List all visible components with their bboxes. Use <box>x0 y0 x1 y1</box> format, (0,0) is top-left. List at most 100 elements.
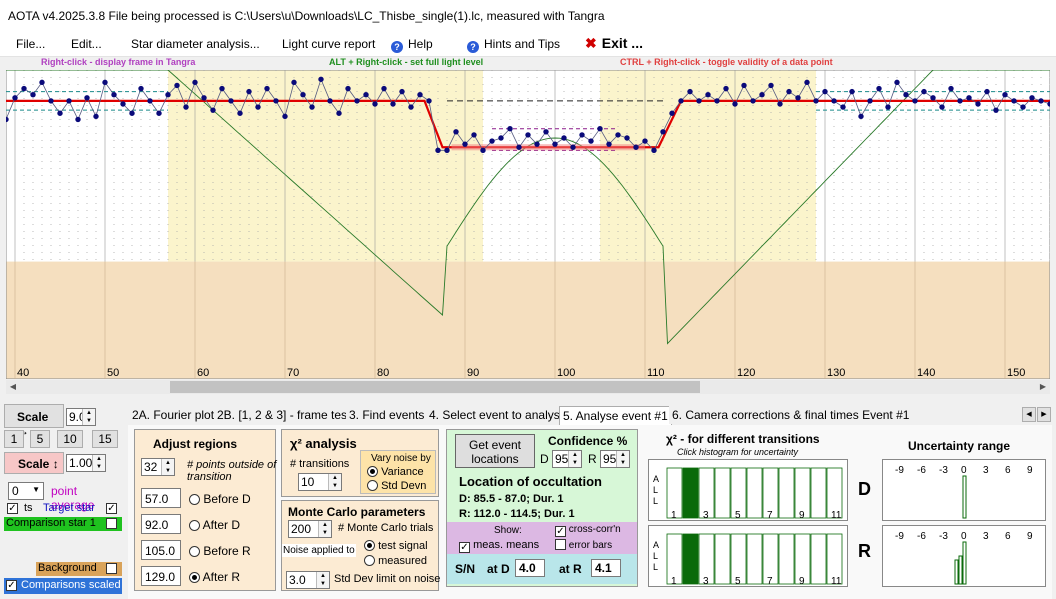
menu-light-curve-report[interactable]: Light curve report <box>282 37 376 51</box>
data-point <box>237 110 243 116</box>
spinner-arrows-icon[interactable]: ▲ ▼ <box>318 521 331 537</box>
scale-v-input[interactable]: 1.00 ▲ ▼ <box>66 454 106 472</box>
scale-h-input[interactable]: 9.0 ▲ ▼ <box>66 408 96 426</box>
uncertainty-r: -9 -6 -3 0 3 6 9 <box>882 525 1046 587</box>
background-row: Background <box>36 562 122 576</box>
confidence-d-input[interactable]: 95 ▲ ▼ <box>552 450 582 468</box>
menu-star-diameter[interactable]: Star diameter analysis... <box>131 37 260 51</box>
data-point <box>948 85 954 92</box>
menu-help[interactable]: ? Help <box>391 37 433 53</box>
data-point <box>903 92 909 98</box>
spinner-arrows-icon[interactable]: ▲ ▼ <box>92 455 105 471</box>
menu-hints[interactable]: ? Hints and Tips <box>467 37 560 53</box>
data-point <box>111 92 117 98</box>
comparison-star-row: Comparison star 1 <box>4 517 122 531</box>
before-d-input[interactable]: 57.0 <box>141 488 181 508</box>
scale-button-1[interactable]: 1 <box>4 430 24 448</box>
after-d-radio-row[interactable]: After D <box>189 518 240 532</box>
spinner-arrows-icon[interactable]: ▲ ▼ <box>616 451 629 467</box>
scale-button-10[interactable]: 10 <box>57 430 83 448</box>
after-d-input[interactable]: 92.0 <box>141 514 181 534</box>
std-dev-limit-input[interactable]: 3.0 ▲ ▼ <box>286 571 330 589</box>
cross-corr-row[interactable]: ✓ cross-corr'n <box>555 524 621 537</box>
scroll-left-icon[interactable]: ◀ <box>9 382 17 391</box>
background-checkbox[interactable] <box>106 563 117 574</box>
data-point <box>651 147 657 154</box>
variance-radio-row[interactable]: Variance <box>367 466 424 478</box>
std-dev-limit-value: 3.0 <box>289 573 306 587</box>
before-r-radio[interactable] <box>189 546 200 557</box>
measured-radio-row[interactable]: measured <box>364 555 427 567</box>
target-star-checkbox[interactable]: ✓ <box>106 503 117 514</box>
tab-find-events[interactable]: 3. Find events <box>346 406 428 424</box>
comparisons-scaled-checkbox[interactable]: ✓ <box>6 580 17 591</box>
before-r-input[interactable]: 105.0 <box>141 540 181 560</box>
data-point <box>543 129 549 135</box>
before-d-radio-row[interactable]: Before D <box>189 492 251 506</box>
cross-corr-checkbox[interactable]: ✓ <box>555 526 566 537</box>
before-d-radio[interactable] <box>189 494 200 505</box>
light-curve-chart[interactable]: 40 50 60 70 80 90 100 110 120 130 140 150 <box>3 69 1053 380</box>
histogram-tick-label: 11 <box>831 576 842 586</box>
scroll-thumb[interactable] <box>170 381 700 393</box>
test-signal-radio[interactable] <box>364 540 375 551</box>
std-devn-radio-row[interactable]: Std Devn <box>367 480 426 492</box>
spinner-arrows-icon[interactable]: ▲ ▼ <box>328 474 341 490</box>
show-label: Show: <box>494 525 522 536</box>
spinner-arrows-icon[interactable]: ▲ ▼ <box>161 459 174 475</box>
error-bars-row[interactable]: error bars <box>555 539 612 551</box>
spinner-arrows-icon[interactable]: ▲ ▼ <box>568 451 581 467</box>
chi2-histogram-r[interactable]: A L L 1 3 5 7 9 11 <box>648 525 848 587</box>
data-point <box>291 79 297 86</box>
point-average-select[interactable]: 0 ▼ <box>8 482 44 500</box>
std-devn-radio[interactable] <box>367 480 378 491</box>
menu-edit[interactable]: Edit... <box>71 37 102 51</box>
light-curve-plot[interactable]: 40 50 60 70 80 90 100 110 120 130 140 150 <box>3 69 1053 380</box>
scale-button-5[interactable]: 5 <box>30 430 50 448</box>
meas-means-row[interactable]: ✓ meas. means <box>459 539 539 553</box>
before-r-radio-row[interactable]: Before R <box>189 544 251 558</box>
get-event-locations-button[interactable]: Get event locations <box>455 434 535 468</box>
scale-button-15[interactable]: 15 <box>92 430 118 448</box>
tab-camera-corrections[interactable]: 6. Camera corrections & final times Even… <box>669 406 913 424</box>
data-point <box>1038 98 1044 104</box>
after-r-radio-row[interactable]: After R <box>189 570 240 584</box>
variance-radio[interactable] <box>367 466 378 477</box>
after-d-radio[interactable] <box>189 520 200 531</box>
data-point <box>327 98 333 104</box>
spinner-arrows-icon[interactable]: ▲ ▼ <box>82 409 95 425</box>
confidence-r-input[interactable]: 95 ▲ ▼ <box>600 450 630 468</box>
histogram-bar <box>794 533 811 585</box>
transitions-input[interactable]: 10 ▲ ▼ <box>298 473 342 491</box>
scroll-right-icon[interactable]: ▶ <box>1039 382 1047 391</box>
meas-means-checkbox[interactable]: ✓ <box>459 542 470 553</box>
tab-fourier[interactable]: 2A. Fourier plot <box>129 406 218 424</box>
tab-select-event[interactable]: 4. Select event to analyse <box>426 406 570 424</box>
data-point <box>624 135 630 141</box>
spinner-arrows-icon[interactable]: ▲ ▼ <box>316 572 329 588</box>
menu-file[interactable]: File... <box>16 37 46 51</box>
chi2-histogram-d[interactable]: A L L 1 3 5 7 9 11 <box>648 459 848 521</box>
after-d-label: After D <box>202 518 241 532</box>
pts-checkbox[interactable]: ✓ <box>7 503 18 514</box>
error-bars-checkbox[interactable] <box>555 539 566 550</box>
histogram-bar <box>778 467 795 519</box>
plot-scrollbar[interactable]: ◀ ▶ <box>6 380 1050 394</box>
histogram-bar <box>698 533 715 585</box>
points-outside-input[interactable]: 32 ▲ ▼ <box>141 458 175 476</box>
test-signal-radio-row[interactable]: test signal <box>364 540 428 552</box>
tab-scroll-right-icon[interactable]: ▶ <box>1037 407 1051 422</box>
data-point <box>921 88 927 95</box>
measured-radio[interactable] <box>364 555 375 566</box>
after-r-input[interactable]: 129.0 <box>141 566 181 586</box>
tab-analyse-event[interactable]: 5. Analyse event #1 <box>559 406 672 425</box>
points-outside-label: # points outside of transition <box>187 459 277 483</box>
tab-scroll-left-icon[interactable]: ◀ <box>1022 407 1036 422</box>
menu-exit[interactable]: ✖ Exit ... <box>585 35 643 52</box>
tab-frame-test[interactable]: 2B. [1, 2 & 3] - frame test <box>214 406 354 424</box>
comparison-star-checkbox[interactable] <box>106 518 117 529</box>
after-r-radio[interactable] <box>189 572 200 583</box>
monte-carlo-trials-input[interactable]: 200 ▲ ▼ <box>288 520 332 538</box>
